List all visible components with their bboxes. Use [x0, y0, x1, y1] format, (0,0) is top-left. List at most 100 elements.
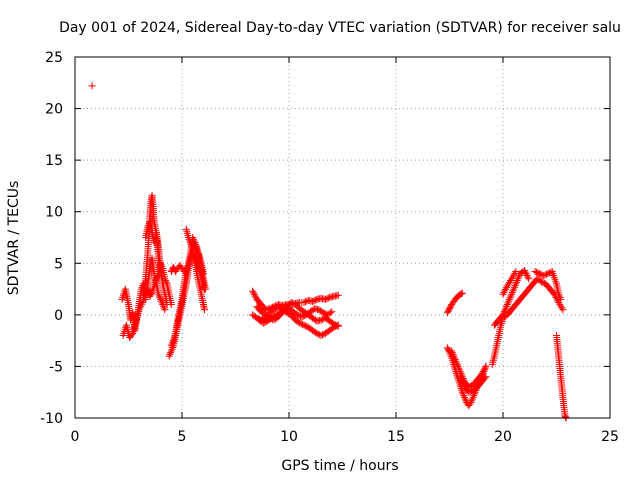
data-point-marker — [501, 306, 509, 314]
data-point-marker — [158, 299, 166, 307]
data-point-marker — [300, 321, 308, 329]
data-point-marker — [523, 271, 531, 279]
data-point-marker — [297, 320, 305, 328]
data-point-marker — [251, 313, 259, 321]
data-point-marker — [294, 318, 302, 326]
data-point-marker — [481, 364, 489, 372]
y-tick-labels: -10 -5 0 5 10 15 20 25 — [40, 50, 63, 427]
data-point-marker — [88, 82, 96, 90]
data-point-marker — [271, 312, 279, 320]
data-point-marker — [249, 289, 257, 297]
data-point-marker — [317, 316, 325, 324]
data-point-marker — [160, 304, 168, 312]
data-point-marker — [511, 269, 519, 277]
data-point-marker — [503, 301, 511, 309]
grid-lines — [75, 57, 610, 418]
data-point-marker — [137, 302, 145, 310]
data-point-marker — [167, 349, 175, 357]
data-point-marker — [515, 273, 523, 281]
data-point-marker — [154, 290, 162, 298]
data-point-marker — [150, 282, 158, 290]
data-point-marker — [317, 331, 325, 339]
data-point-marker — [500, 307, 508, 315]
data-point-marker — [506, 277, 514, 285]
data-point-marker — [319, 309, 327, 317]
data-point-marker — [555, 290, 563, 298]
data-point-marker — [556, 294, 564, 302]
y-tick-label: -5 — [49, 359, 63, 375]
data-point-marker — [330, 320, 338, 328]
data-point-marker — [157, 259, 165, 267]
data-point-marker — [181, 266, 189, 274]
x-tick-label: 20 — [494, 429, 512, 445]
data-point-marker — [301, 322, 309, 330]
data-point-marker — [333, 322, 341, 330]
data-point-marker — [465, 388, 473, 396]
data-point-marker — [521, 268, 529, 276]
y-tick-label: 10 — [45, 205, 63, 221]
data-point-marker — [138, 298, 146, 306]
data-point-marker — [250, 290, 258, 298]
data-point-marker — [329, 319, 337, 327]
data-point-marker — [193, 259, 201, 267]
data-point-marker — [251, 292, 259, 300]
data-point-marker — [522, 270, 530, 278]
data-point-marker — [525, 275, 533, 283]
data-point-marker — [147, 290, 155, 298]
data-point-marker — [319, 331, 327, 339]
x-tick-label: 10 — [280, 429, 298, 445]
data-point-marker — [321, 295, 329, 303]
data-point-marker — [138, 300, 146, 308]
data-point-marker — [538, 278, 546, 286]
data-point-marker — [328, 308, 336, 316]
data-point-marker — [454, 362, 462, 370]
data-point-marker — [470, 392, 478, 400]
data-point-marker — [154, 271, 162, 279]
y-tick-label: 20 — [45, 102, 63, 118]
y-tick-label: 25 — [45, 50, 63, 66]
data-point-marker — [562, 413, 570, 421]
data-point-marker — [500, 309, 508, 317]
data-point-marker — [453, 361, 461, 369]
data-point-marker — [510, 271, 518, 279]
data-point-marker — [531, 268, 539, 276]
data-point-marker — [168, 340, 176, 348]
data-point-marker — [460, 381, 468, 389]
data-point-marker — [167, 301, 175, 309]
data-point-marker — [152, 277, 160, 285]
data-point-marker — [480, 366, 488, 374]
data-point-marker — [275, 309, 283, 317]
data-point-marker — [184, 234, 192, 241]
y-tick-label: 5 — [54, 256, 63, 272]
data-point-marker — [505, 278, 513, 286]
data-point-marker — [274, 310, 282, 318]
data-point-marker — [261, 318, 269, 326]
data-point-marker — [509, 273, 517, 281]
data-point-marker — [466, 388, 474, 396]
data-point-marker — [156, 294, 164, 302]
data-point-marker — [185, 235, 193, 243]
data-point-marker — [331, 321, 339, 329]
data-point-marker — [524, 273, 532, 281]
data-point-marker — [468, 395, 476, 403]
data-point-marker — [182, 264, 190, 272]
data-point-marker — [468, 387, 476, 395]
data-point-marker — [455, 366, 463, 374]
chart-title: Day 001 of 2024, Sidereal Day-to-day VTE… — [59, 20, 621, 36]
data-point-marker — [284, 309, 292, 317]
data-point-marker — [299, 312, 307, 320]
data-point-marker — [298, 313, 306, 321]
data-point-marker — [467, 399, 475, 407]
data-point-marker — [513, 278, 521, 286]
data-point-marker — [158, 263, 166, 271]
data-point-marker — [334, 322, 342, 330]
data-point-marker — [171, 331, 179, 339]
data-point-marker — [466, 400, 474, 408]
data-point-marker — [195, 264, 203, 272]
data-point-marker — [165, 352, 173, 360]
data-point-marker — [450, 352, 458, 360]
data-point-marker — [535, 270, 543, 278]
data-point-marker — [461, 395, 469, 403]
data-point-marker — [157, 297, 165, 305]
